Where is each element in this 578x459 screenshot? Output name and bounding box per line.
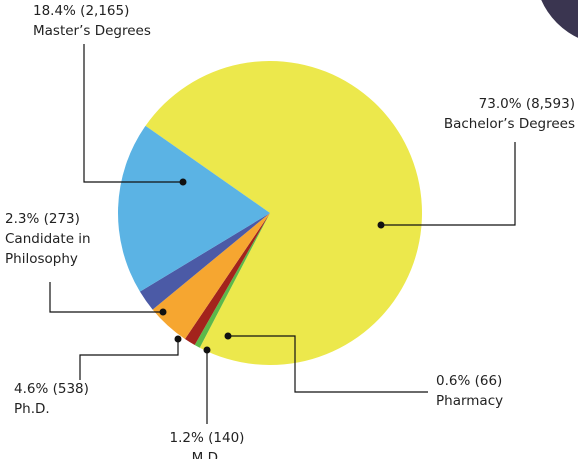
value-label: 73.0% (8,593) [375, 94, 575, 114]
chart: 73.0% (8,593)Bachelor’s Degrees 0.6% (66)… [0, 0, 578, 459]
slice-label: 4.6% (538)Ph.D. [14, 379, 134, 419]
leader-line [80, 339, 178, 380]
category-label: Candidate in Philosophy [5, 229, 100, 269]
slice-label: 73.0% (8,593)Bachelor’s Degrees [375, 94, 575, 134]
category-label: M.D. [147, 448, 267, 459]
category-label: Ph.D. [14, 399, 134, 419]
category-label: Pharmacy [436, 391, 576, 411]
leader-dot [160, 309, 167, 316]
value-label: 4.6% (538) [14, 379, 134, 399]
leader-dot [378, 222, 385, 229]
slice-label: 18.4% (2,165)Master’s Degrees [33, 1, 193, 41]
leader-dot [175, 336, 182, 343]
value-label: 2.3% (273) [5, 209, 100, 229]
category-label: Master’s Degrees [33, 21, 193, 41]
slice-label: 1.2% (140)M.D. [147, 428, 267, 459]
avatar-fragment [535, 0, 578, 45]
slice-label: 0.6% (66)Pharmacy [436, 371, 576, 411]
leader-dot [204, 347, 211, 354]
slice-label: 2.3% (273)Candidate in Philosophy [5, 209, 100, 269]
leader-dot [180, 179, 187, 186]
value-label: 1.2% (140) [147, 428, 267, 448]
category-label: Bachelor’s Degrees [375, 114, 575, 134]
value-label: 18.4% (2,165) [33, 1, 193, 21]
leader-dot [225, 333, 232, 340]
value-label: 0.6% (66) [436, 371, 576, 391]
